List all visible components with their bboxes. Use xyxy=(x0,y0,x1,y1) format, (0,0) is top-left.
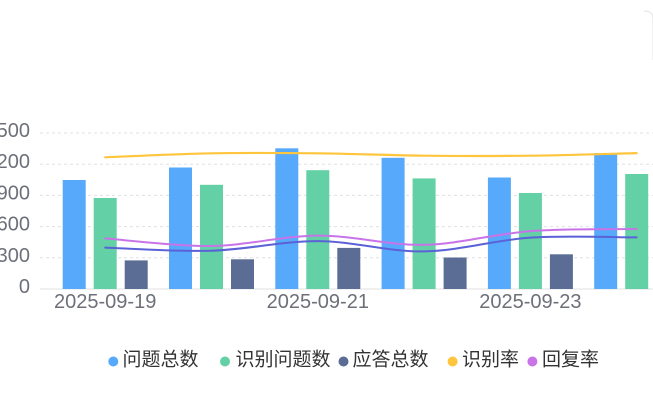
svg-text:1,200: 1,200 xyxy=(0,151,30,173)
svg-text:300: 300 xyxy=(0,245,30,267)
svg-text:600: 600 xyxy=(0,214,30,236)
svg-text:2025-09-23: 2025-09-23 xyxy=(479,291,581,313)
svg-text:回复率: 回复率 xyxy=(542,349,599,371)
svg-text:识别问题数: 识别问题数 xyxy=(236,349,331,371)
svg-text:识别率: 识别率 xyxy=(462,349,519,371)
svg-text:900: 900 xyxy=(0,182,30,204)
svg-text:2025-09-19: 2025-09-19 xyxy=(54,291,156,313)
svg-text:1,500: 1,500 xyxy=(0,120,30,142)
svg-text:0: 0 xyxy=(19,276,30,298)
svg-text:问题总数: 问题总数 xyxy=(123,349,199,371)
svg-text:2025-09-21: 2025-09-21 xyxy=(267,291,369,313)
svg-text:应答总数: 应答总数 xyxy=(353,349,429,371)
